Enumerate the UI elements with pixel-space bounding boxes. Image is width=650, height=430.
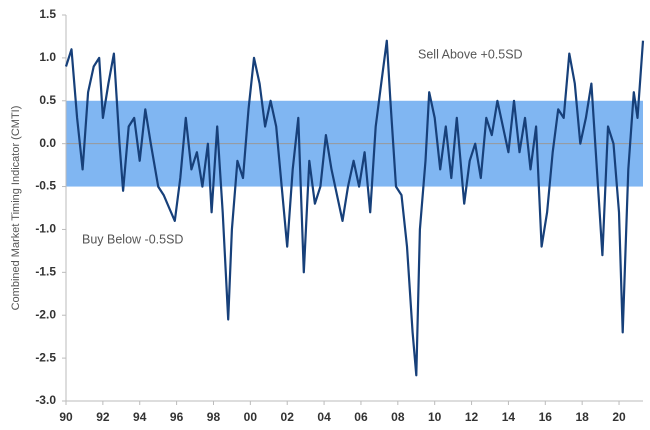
annotation: Sell Above +0.5SD bbox=[418, 47, 523, 61]
x-tick-label: 14 bbox=[502, 410, 516, 424]
y-tick-label: -1.0 bbox=[35, 222, 56, 236]
y-tick-label: -2.5 bbox=[35, 350, 56, 364]
x-tick-label: 98 bbox=[207, 410, 221, 424]
x-tick-label: 06 bbox=[354, 410, 368, 424]
x-tick-label: 12 bbox=[465, 410, 479, 424]
x-tick-label: 16 bbox=[539, 410, 553, 424]
y-tick-label: 1.0 bbox=[39, 50, 56, 64]
x-tick-label: 20 bbox=[612, 410, 626, 424]
x-tick-label: 94 bbox=[133, 410, 147, 424]
y-tick-label: 1.5 bbox=[39, 7, 56, 21]
x-tick-label: 90 bbox=[59, 410, 73, 424]
y-tick-label: -2.0 bbox=[35, 307, 56, 321]
y-tick-label: -0.5 bbox=[35, 179, 56, 193]
y-tick-label: 0.0 bbox=[39, 136, 56, 150]
x-tick-label: 08 bbox=[391, 410, 405, 424]
cmti-line bbox=[64, 39, 645, 377]
x-tick-label: 04 bbox=[317, 410, 331, 424]
x-tick-label: 00 bbox=[244, 410, 258, 424]
x-tick-label: 10 bbox=[428, 410, 442, 424]
y-tick-label: 0.5 bbox=[39, 93, 56, 107]
annotation: Buy Below -0.5SD bbox=[82, 232, 183, 246]
y-tick-label: -3.0 bbox=[35, 393, 56, 407]
x-tick-label: 96 bbox=[170, 410, 184, 424]
y-axis-title: Combined Market Timing Indicator (CMTI) bbox=[10, 106, 22, 311]
x-tick-label: 18 bbox=[575, 410, 589, 424]
x-tick-label: 92 bbox=[96, 410, 110, 424]
x-tick-label: 02 bbox=[281, 410, 295, 424]
y-tick-label: -1.5 bbox=[35, 265, 56, 279]
